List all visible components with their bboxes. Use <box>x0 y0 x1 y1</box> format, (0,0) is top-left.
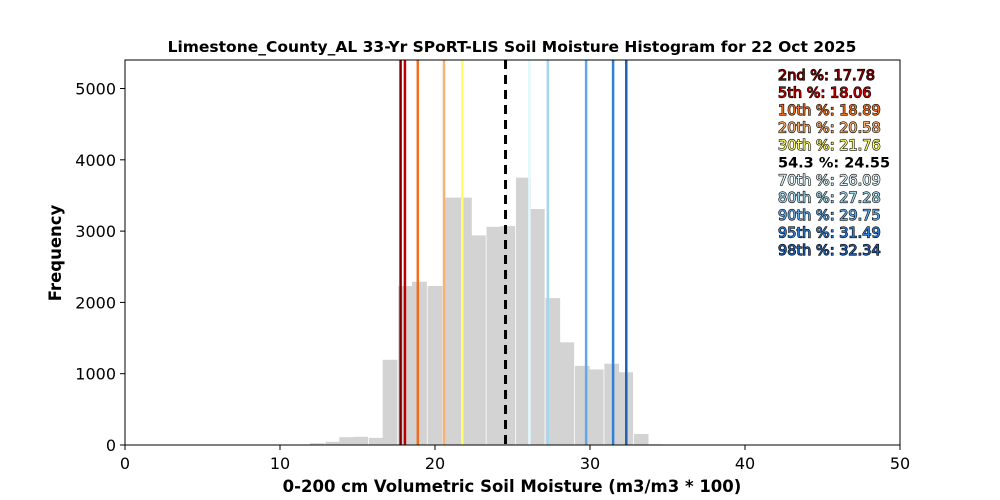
histogram-bar-10 <box>457 197 472 445</box>
histogram-bar-15 <box>529 209 545 445</box>
histogram-bar-19 <box>588 369 604 445</box>
y-tick-label-1: 1000 <box>75 365 116 384</box>
y-axis: 0 1000 2000 3000 4000 5000 <box>75 80 125 455</box>
x-axis: 0 10 20 30 40 50 <box>120 445 910 473</box>
histogram-bar-17 <box>559 342 575 445</box>
y-tick-label-3: 3000 <box>75 222 116 241</box>
histogram-bar-2 <box>339 437 355 445</box>
y-tick-label-2: 2000 <box>75 293 116 312</box>
histogram-bar-8 <box>427 286 443 445</box>
percentile-label-8: 90th %: 29.75 <box>778 208 881 224</box>
x-tick-label-0: 0 <box>120 454 130 473</box>
x-tick-label-4: 40 <box>735 454 755 473</box>
chart-title: Limestone_County_AL 33-Yr SPoRT-LIS Soil… <box>168 38 857 56</box>
y-axis-label: Frequency <box>46 204 65 301</box>
histogram-bar-11 <box>471 235 486 445</box>
histogram-bar-20 <box>604 363 620 445</box>
histogram-bar-12 <box>486 226 502 445</box>
histogram-bar-3 <box>353 436 368 445</box>
percentile-label-5: 54.3 %: 24.55 <box>778 156 890 172</box>
histogram-bar-18 <box>574 365 590 445</box>
percentile-label-4: 30th %: 21.76 <box>778 138 881 154</box>
histogram-bar-1 <box>325 441 341 445</box>
percentile-label-0: 2nd %: 17.78 <box>778 68 875 84</box>
percentile-label-2: 10th %: 18.89 <box>778 103 881 119</box>
percentile-label-7: 80th %: 27.28 <box>778 191 881 207</box>
histogram-bar-13 <box>500 226 516 445</box>
y-tick-label-5: 5000 <box>75 80 116 99</box>
percentile-label-6: 70th %: 26.09 <box>778 173 881 189</box>
y-tick-label-4: 4000 <box>75 151 116 170</box>
x-tick-label-5: 50 <box>890 454 910 473</box>
x-tick-label-2: 20 <box>425 454 445 473</box>
histogram-bar-22 <box>633 433 649 445</box>
histogram-bar-0 <box>309 443 325 445</box>
percentile-label-10: 98th %: 32.34 <box>778 243 881 259</box>
histogram-bar-16 <box>545 298 561 445</box>
y-tick-label-0: 0 <box>106 436 116 455</box>
histogram-bar-9 <box>443 197 458 445</box>
bars-group <box>309 177 663 445</box>
percentile-label-1: 5th %: 18.06 <box>778 86 872 102</box>
percentile-label-9: 95th %: 31.49 <box>778 226 881 242</box>
histogram-bar-14 <box>515 177 531 445</box>
histogram-bar-4 <box>368 437 384 445</box>
percentile-lines-group <box>399 60 628 445</box>
x-axis-label: 0-200 cm Volumetric Soil Moisture (m3/m3… <box>283 477 742 496</box>
x-tick-label-1: 10 <box>270 454 290 473</box>
percentile-label-3: 20th %: 20.58 <box>778 121 881 137</box>
plot-frame <box>124 59 901 446</box>
histogram-bar-5 <box>382 359 398 445</box>
histogram-bar-7 <box>412 281 427 445</box>
x-tick-label-3: 30 <box>580 454 600 473</box>
